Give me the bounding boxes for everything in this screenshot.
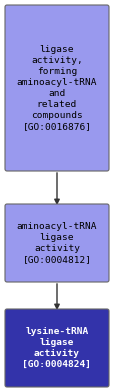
FancyBboxPatch shape [5,309,108,387]
Text: aminoacyl-tRNA
ligase
activity
[GO:0004812]: aminoacyl-tRNA ligase activity [GO:00048… [17,222,96,264]
Text: lysine-tRNA
ligase
activity
[GO:0004824]: lysine-tRNA ligase activity [GO:0004824] [22,327,91,369]
FancyBboxPatch shape [5,5,108,171]
FancyBboxPatch shape [5,204,108,282]
Text: ligase
activity,
forming
aminoacyl-tRNA
and
related
compounds
[GO:0016876]: ligase activity, forming aminoacyl-tRNA … [17,45,96,131]
